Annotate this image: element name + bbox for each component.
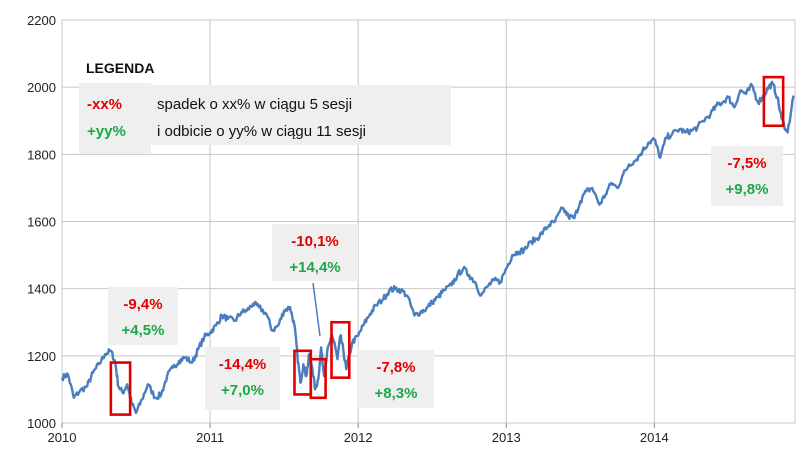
x-tick-label: 2014 — [640, 430, 669, 445]
legend-line-2: i odbicie o yy% w ciągu 11 sesji — [157, 123, 366, 140]
legend-sample-bg — [79, 83, 151, 154]
y-tick-label: 2200 — [27, 13, 56, 28]
annotation-box — [358, 350, 434, 408]
legend-line-1: spadek o xx% w ciągu 5 sesji — [157, 96, 352, 113]
annotation-rebound-label: +8,3% — [375, 385, 418, 402]
annotation-rebound-label: +4,5% — [122, 322, 165, 339]
drop-highlight-box — [762, 75, 785, 128]
drop-boxes — [109, 75, 785, 416]
series-line — [60, 80, 795, 415]
annotation-box — [272, 224, 358, 281]
annotation-box — [205, 347, 280, 410]
annotation-drop-label: -7,5% — [727, 155, 766, 172]
drop-highlight-box — [309, 357, 327, 400]
annotation-drop-label: -14,4% — [219, 356, 267, 373]
legend-up-sample: +yy% — [87, 123, 126, 140]
y-tick-label: 2000 — [27, 80, 56, 95]
y-axis: 1000 1200 1400 1600 1800 2000 2200 — [27, 13, 56, 431]
x-tick-label: 2013 — [492, 430, 521, 445]
y-tick-label: 1800 — [27, 147, 56, 162]
drop-highlight-box — [330, 320, 351, 379]
annotation-rebound-label: +14,4% — [289, 259, 340, 276]
y-tick-label: 1200 — [27, 349, 56, 364]
legend-down-sample: -xx% — [87, 96, 122, 113]
series-layer — [60, 80, 795, 415]
annotation-rebound-label: +9,8% — [726, 181, 769, 198]
annotation-box — [711, 146, 783, 206]
x-axis: 2010 2011 2012 2013 2014 — [48, 423, 669, 445]
y-tick-label: 1400 — [27, 282, 56, 297]
legend-title: LEGENDA — [86, 60, 154, 76]
annotation-connector — [312, 282, 321, 337]
annotation-rebound-label: +7,0% — [221, 382, 264, 399]
legend: LEGENDA -xx% +yy% spadek o xx% w ciągu 5… — [79, 60, 451, 154]
x-tick-label: 2012 — [344, 430, 373, 445]
legend-text-bg — [151, 85, 451, 145]
annotation-drop-label: -7,8% — [376, 359, 415, 376]
annotation-box — [108, 287, 178, 345]
x-tick-label: 2011 — [196, 430, 224, 445]
drop-highlight-box — [109, 361, 132, 416]
annotation-drop-label: -10,1% — [291, 233, 339, 250]
annotations: -9,4% +4,5% -14,4% +7,0% -10,1% +14,4% -7,8% +8… — [108, 146, 783, 410]
x-tick-label: 2010 — [48, 430, 77, 445]
y-tick-label: 1000 — [27, 416, 56, 431]
y-tick-label: 1600 — [27, 215, 56, 230]
annotation-drop-label: -9,4% — [123, 296, 162, 313]
